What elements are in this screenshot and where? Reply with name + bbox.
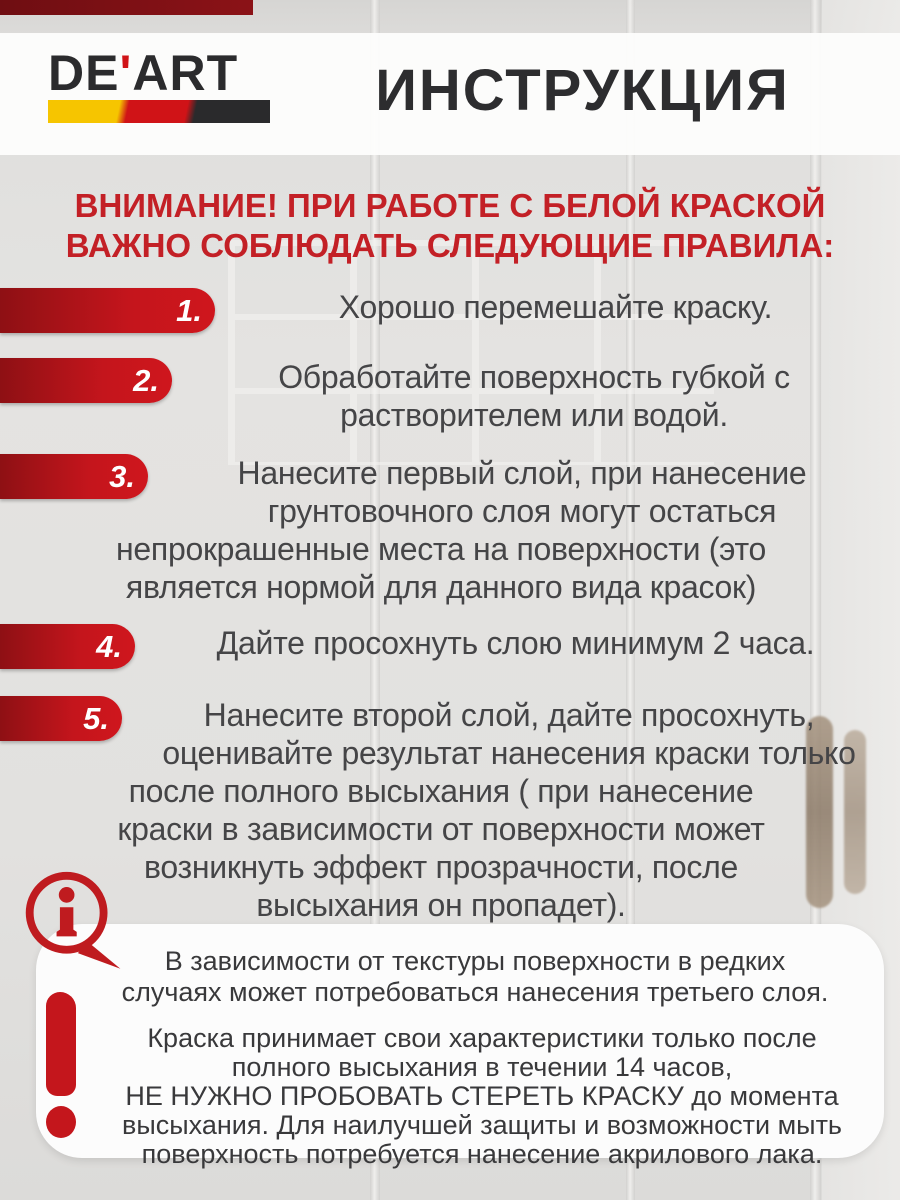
step-number: 1. [176,292,202,328]
step-number-ribbon: 1. [0,288,215,333]
door-handle [806,716,833,908]
step-text: Нанесите первый слой, при нанесение грун… [116,455,807,605]
door-frame-line [810,0,821,1200]
warning-heading: ВНИМАНИЕ! ПРИ РАБОТЕ С БЕЛОЙ КРАСКОЙ ВАЖ… [65,187,835,264]
step-number: 5. [83,700,109,736]
exclamation-mark-icon [46,992,80,1142]
brand-stripe-icon [48,100,270,123]
step-number-ribbon: 5. [0,696,122,741]
info-speech-bubble-icon [25,871,121,969]
step-item-3: 3. Нанесите первый слой, при нанесение г… [0,454,900,606]
brand-logo-text: DE'ART [48,47,270,99]
step-text: Хорошо перемешайте краску. [338,289,773,325]
step-item-1: 1. Хорошо перемешайте краску. [0,288,900,333]
step-number: 2. [133,362,159,398]
header: DE'ART ИНСТРУКЦИЯ [0,33,900,155]
step-number: 4. [96,628,122,664]
top-left-red-bar [0,0,253,15]
brand-logo: DE'ART [48,47,270,123]
brand-apostrophe: ' [119,45,133,101]
step-item-5: 5. Нанесите второй слой, дайте просохнут… [0,696,900,924]
exclamation-dot [46,1106,76,1138]
door-frame-line [626,0,635,1200]
note-panel: В зависимости от текстуры поверхности в … [36,924,884,1169]
note-texture: В зависимости от текстуры поверхности в … [121,946,829,1007]
step-number-ribbon: 3. [0,454,148,499]
brand-prefix: DE [48,45,120,101]
door-frame-line [370,0,380,1200]
note-drying: Краска принимает свои характеристики тол… [121,1023,843,1169]
step-text: Обработайте поверхность губкой с раствор… [278,359,790,433]
step-text: Нанесите второй слой, дайте просохнуть, … [117,697,856,923]
step-number: 3. [109,458,135,494]
step-number-ribbon: 2. [0,358,172,403]
step-item-4: 4. Дайте просохнуть слою минимум 2 часа. [0,624,900,669]
door-handle [844,730,866,894]
brand-suffix: ART [132,45,239,101]
step-text: Дайте просохнуть слою минимум 2 часа. [216,625,815,661]
step-number-ribbon: 4. [0,624,135,669]
page-title: ИНСТРУКЦИЯ [375,58,790,123]
step-item-2: 2. Обработайте поверхность губкой с раст… [0,358,900,434]
door-window-grid [228,240,714,465]
exclamation-bar [46,992,76,1096]
